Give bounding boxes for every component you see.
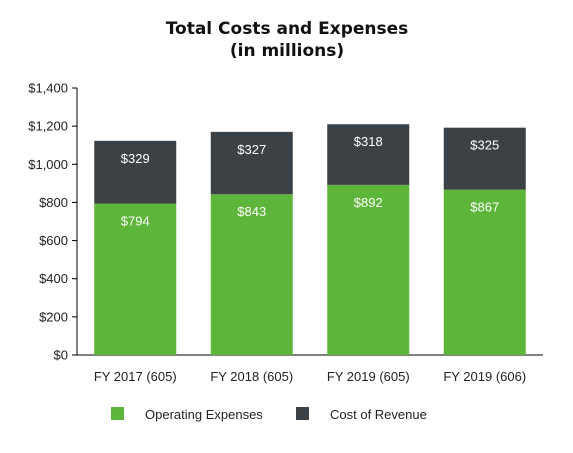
data-label: $329: [121, 151, 150, 166]
y-tick-label: $400: [39, 271, 68, 286]
bar-segment: [94, 140, 177, 204]
y-tick-label: $0: [54, 348, 68, 363]
y-tick-label: $600: [39, 233, 68, 248]
y-tick-label: $1,000: [28, 157, 68, 172]
data-label: $794: [121, 214, 150, 229]
data-label: $318: [354, 134, 383, 149]
y-tick-label: $200: [39, 309, 68, 324]
bar-segment: [94, 203, 177, 355]
bar-segment: [210, 131, 293, 195]
x-tick-label: FY 2019 (605): [327, 369, 410, 384]
legend-label: Cost of Revenue: [330, 407, 427, 422]
data-label: $892: [354, 195, 383, 210]
bar-segment: [210, 194, 293, 355]
y-tick-label: $1,400: [28, 81, 68, 96]
chart-subtitle: (in millions): [230, 41, 344, 61]
data-label: $843: [237, 204, 266, 219]
bar-segment: [443, 127, 526, 190]
legend-swatch: [296, 407, 309, 420]
x-tick-label: FY 2018 (605): [210, 369, 293, 384]
x-tick-label: FY 2017 (605): [94, 369, 177, 384]
y-tick-label: $800: [39, 195, 68, 210]
legend-label: Operating Expenses: [145, 407, 263, 422]
plot-area: $0 $200 $400 $600 $800 $1,000 $1,200 $1,400 $794…: [28, 81, 543, 384]
data-label: $327: [237, 142, 266, 157]
bar-segment: [327, 124, 410, 185]
data-label: $325: [470, 138, 499, 153]
chart-title: Total Costs and Expenses: [166, 19, 409, 39]
legend: Operating Expenses Cost of Revenue: [111, 407, 427, 422]
legend-swatch: [111, 407, 124, 420]
y-tick-label: $1,200: [28, 119, 68, 134]
bar-segment: [443, 189, 526, 355]
data-label: $867: [470, 200, 499, 215]
x-tick-label: FY 2019 (606): [443, 369, 526, 384]
bar-segment: [327, 184, 410, 355]
